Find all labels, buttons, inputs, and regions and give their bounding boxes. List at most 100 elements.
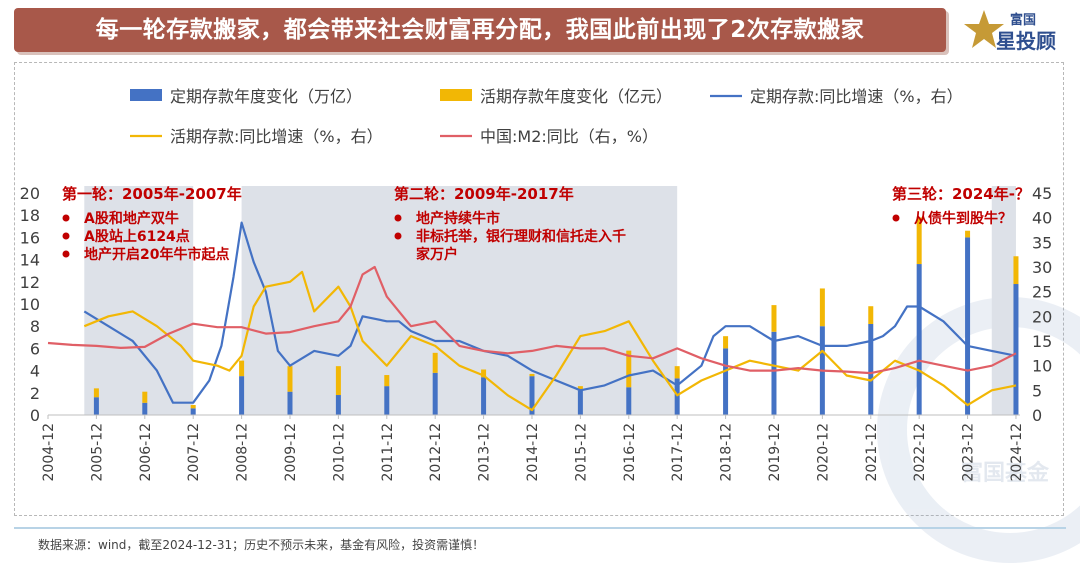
- annotation-title: 第二轮：2009年-2017年: [394, 185, 574, 203]
- watermark-text: 富国基金: [961, 460, 1050, 486]
- bar-demand-deposit: [239, 360, 245, 377]
- bar-time-deposit: [239, 376, 245, 415]
- x-tick-label: 2016-12: [622, 423, 638, 482]
- annotation-bullet: 地产开启20年牛市起点: [84, 246, 229, 263]
- bullet-dot: [394, 232, 402, 240]
- bar-demand-deposit: [916, 217, 922, 265]
- bar-demand-deposit: [529, 373, 535, 377]
- y-left-tick: 14: [20, 251, 40, 270]
- legend-label: 活期存款:同比增速（%，右）: [170, 127, 383, 146]
- shaded-period-2: [241, 186, 678, 415]
- annotation-bullet: 非标托举，银行理财和信托走入千: [416, 228, 626, 245]
- bullet-dot: [892, 214, 900, 222]
- legend-label: 活期存款年度变化（亿元）: [480, 87, 672, 106]
- series-line-3: [47, 265, 1017, 375]
- legend-swatch: [130, 89, 162, 101]
- x-tick-label: 2017-12: [670, 423, 686, 482]
- bar-time-deposit: [723, 348, 729, 415]
- bar-time-deposit: [432, 372, 438, 415]
- bar-time-deposit: [965, 237, 971, 415]
- y-right-tick: 30: [1032, 258, 1052, 277]
- x-tick-label: 2005-12: [89, 423, 105, 482]
- x-tick-label: 2023-12: [961, 423, 977, 482]
- bar-time-deposit: [93, 397, 99, 415]
- x-tick-label: 2013-12: [477, 423, 493, 482]
- bar-demand-deposit: [674, 366, 680, 379]
- y-right-tick: 45: [1032, 184, 1052, 203]
- y-left-tick: 18: [20, 206, 40, 225]
- x-tick-label: 2014-12: [525, 423, 541, 482]
- x-tick-label: 2008-12: [235, 423, 251, 482]
- bullet-dot: [62, 250, 70, 258]
- bar-demand-deposit: [1013, 256, 1019, 285]
- bar-demand-deposit: [384, 375, 390, 387]
- y-left-tick: 8: [30, 317, 40, 336]
- bar-time-deposit: [626, 387, 632, 415]
- bar-demand-deposit: [771, 305, 777, 332]
- bar-time-deposit: [384, 386, 390, 415]
- brand-logo: 富国 星投顾: [964, 10, 1056, 53]
- bar-demand-deposit: [577, 386, 583, 391]
- brand-line2: 星投顾: [996, 29, 1056, 53]
- bar-demand-deposit: [868, 306, 874, 324]
- annotation-title: 第三轮：2024年-？: [892, 185, 1030, 203]
- x-tick-label: 2018-12: [719, 423, 735, 482]
- y-left-tick: 6: [30, 339, 40, 358]
- x-tick-label: 2024-12: [1009, 423, 1025, 482]
- x-tick-label: 2012-12: [428, 423, 444, 482]
- x-tick-label: 2007-12: [186, 423, 202, 482]
- y-left-tick: 16: [20, 228, 40, 247]
- bar-demand-deposit: [965, 230, 971, 238]
- bar-time-deposit: [771, 331, 777, 415]
- brand-line1: 富国: [1010, 12, 1036, 28]
- bar-demand-deposit: [626, 350, 632, 388]
- bullet-dot: [394, 214, 402, 222]
- bar-demand-deposit: [432, 352, 438, 373]
- y-right-tick: 35: [1032, 233, 1052, 252]
- bar-time-deposit: [577, 390, 583, 415]
- shaded-period-3: [991, 186, 1016, 415]
- annotation-title: 第一轮：2005年-2007年: [62, 185, 242, 203]
- bar-demand-deposit: [723, 336, 729, 349]
- bar-time-deposit: [335, 395, 341, 415]
- footer-divider: [14, 527, 1066, 529]
- bar-demand-deposit: [287, 366, 293, 392]
- brand-star-icon: [964, 10, 1004, 48]
- bar-demand-deposit: [335, 366, 341, 396]
- title-banner: 每一轮存款搬家，都会带来社会财富再分配，我国此前出现了2次存款搬家: [14, 8, 946, 52]
- bar-time-deposit: [481, 377, 487, 415]
- x-tick-label: 2020-12: [815, 423, 831, 482]
- bullet-dot: [62, 232, 70, 240]
- bar-time-deposit: [674, 378, 680, 415]
- series-line-1: [83, 221, 1017, 404]
- bar-demand-deposit: [93, 388, 99, 398]
- y-right-tick: 20: [1032, 307, 1052, 326]
- annotation-bullet: A股和地产双牛: [84, 210, 179, 227]
- bar-time-deposit: [916, 264, 922, 415]
- y-left-tick: 4: [30, 362, 40, 381]
- bar-demand-deposit: [142, 391, 148, 403]
- legend-swatch: [440, 89, 472, 101]
- y-right-tick: 0: [1032, 406, 1042, 425]
- x-tick-label: 2010-12: [331, 423, 347, 482]
- y-left-tick: 10: [20, 295, 40, 314]
- y-left-tick: 2: [30, 384, 40, 403]
- y-right-tick: 25: [1032, 283, 1052, 302]
- annotation-bullet: 从债牛到股牛？: [914, 210, 1012, 227]
- bullet-dot: [62, 214, 70, 222]
- x-tick-label: 2021-12: [864, 423, 880, 482]
- page-title: 每一轮存款搬家，都会带来社会财富再分配，我国此前出现了2次存款搬家: [95, 17, 865, 43]
- annotation-bullet: 地产持续牛市: [416, 210, 500, 227]
- x-tick-label: 2022-12: [912, 423, 928, 482]
- bar-time-deposit: [868, 323, 874, 415]
- chart-panel: [14, 62, 1064, 516]
- x-tick-label: 2011-12: [380, 423, 396, 482]
- x-tick-label: 2015-12: [573, 423, 589, 482]
- bar-demand-deposit: [190, 405, 196, 409]
- bar-time-deposit: [287, 391, 293, 415]
- x-tick-label: 2006-12: [138, 423, 154, 482]
- x-tick-label: 2004-12: [41, 423, 57, 482]
- bar-time-deposit: [529, 376, 535, 415]
- source-note: 数据来源：wind，截至2024-12-31；历史不预示未来，基金有风险，投资需…: [38, 538, 485, 552]
